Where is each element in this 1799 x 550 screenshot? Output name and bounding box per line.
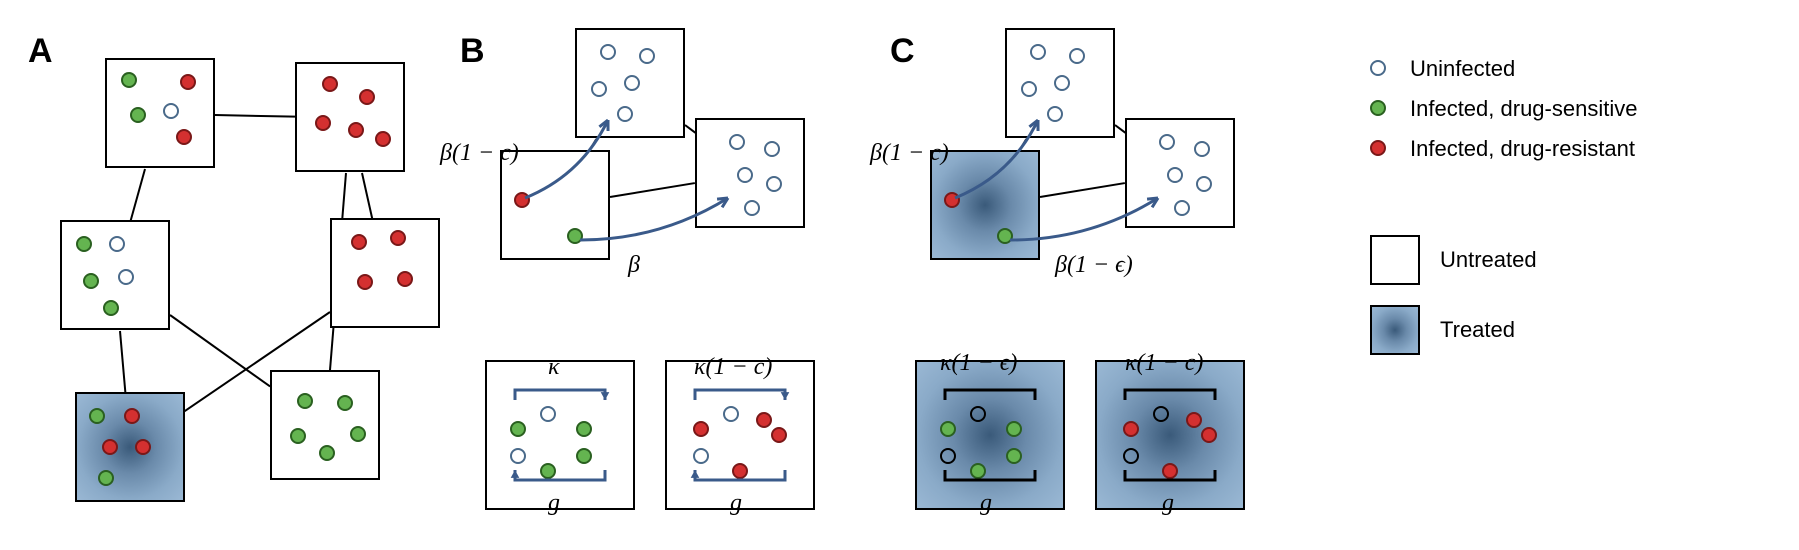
legend-label: Uninfected [1410,56,1515,82]
legend-untreated-box-icon [1370,235,1420,285]
legend-green-icon [1370,100,1386,116]
legend-label: Treated [1440,317,1515,343]
math-label: κ(1 − c) [1125,350,1203,377]
math-label: κ(1 − ϵ) [940,350,1017,377]
math-label: g [1162,490,1174,517]
legend-treated-box-icon [1370,305,1420,355]
legend-open-icon [1370,60,1386,76]
figure-canvas: ABCβ(1 − c)βκgκ(1 − c)gβ(1 − c)β(1 − ϵ)κ… [0,0,1799,550]
math-label: g [980,490,992,517]
legend-red-icon [1370,140,1386,156]
rate-bracket [0,0,1799,550]
legend-label: Infected, drug-resistant [1410,136,1635,162]
legend-label: Untreated [1440,247,1537,273]
legend-label: Infected, drug-sensitive [1410,96,1637,122]
